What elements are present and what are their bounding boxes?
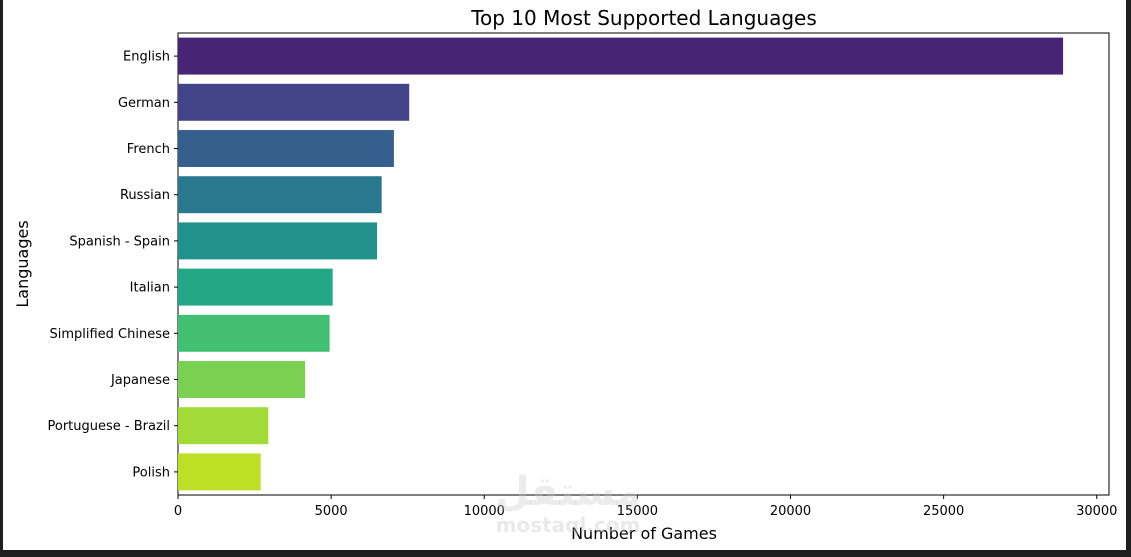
x-tick-label: 5000 xyxy=(315,504,348,519)
y-tick-label: Japanese xyxy=(110,373,170,388)
y-tick-label: Russian xyxy=(120,188,170,203)
x-tick-label: 20000 xyxy=(770,504,811,519)
bar-spanish-spain xyxy=(178,222,378,260)
bar-russian xyxy=(178,176,382,214)
bar-polish xyxy=(178,453,261,491)
x-axis-label: Number of Games xyxy=(571,524,717,543)
y-tick-label: French xyxy=(127,142,170,157)
chart-frame: Top 10 Most Supported Languages English G… xyxy=(3,0,1126,550)
y-axis-label: Languages xyxy=(13,220,32,307)
y-tick-label: Polish xyxy=(132,465,170,480)
bar-german xyxy=(178,83,410,121)
bar-chart: Top 10 Most Supported Languages English G… xyxy=(13,6,1117,543)
bar-portuguese-brazil xyxy=(178,407,269,445)
y-tick-label: Portuguese - Brazil xyxy=(47,419,170,434)
x-tick-label: 30000 xyxy=(1076,504,1117,519)
y-tick-label: Italian xyxy=(130,281,170,296)
y-tick-label: Simplified Chinese xyxy=(49,327,170,342)
y-tick-label: Spanish - Spain xyxy=(69,234,170,249)
x-tick-label: 10000 xyxy=(464,504,505,519)
x-tick-label: 0 xyxy=(174,504,182,519)
bar-japanese xyxy=(178,361,306,398)
bar-simplified-chinese xyxy=(178,314,330,352)
x-tick-label: 25000 xyxy=(923,504,964,519)
y-tick-label: German xyxy=(118,96,170,111)
bar-english xyxy=(178,37,1064,75)
x-tick-label: 15000 xyxy=(617,504,658,519)
plot-area xyxy=(177,32,1110,496)
y-tick-label: English xyxy=(123,50,170,65)
bar-italian xyxy=(178,268,333,306)
bar-french xyxy=(178,130,394,167)
chart-title: Top 10 Most Supported Languages xyxy=(470,6,817,30)
